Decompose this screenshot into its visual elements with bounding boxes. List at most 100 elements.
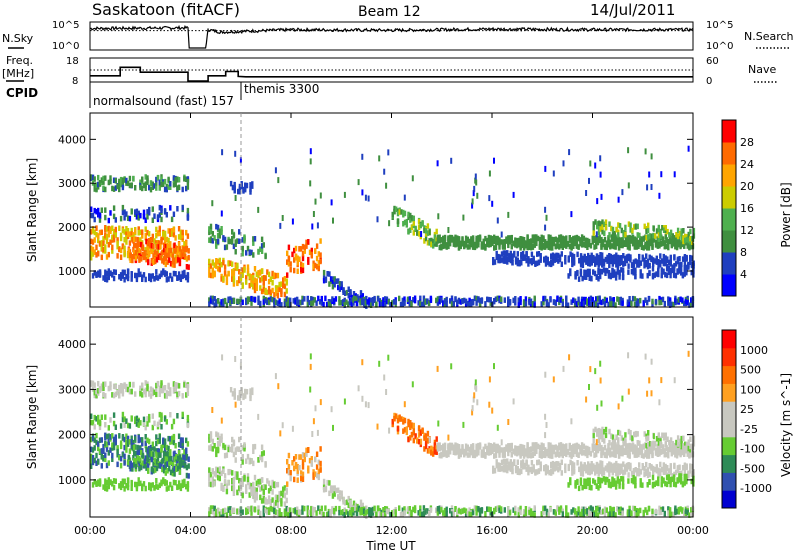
power-cell bbox=[547, 234, 550, 240]
power-cell bbox=[308, 299, 311, 306]
power-cell bbox=[185, 245, 189, 252]
velocity-cell bbox=[174, 443, 177, 449]
power-cell bbox=[673, 171, 676, 178]
power-cell bbox=[378, 155, 381, 162]
power-cell bbox=[220, 261, 223, 268]
velocity-cell bbox=[619, 450, 622, 457]
velocity-cell bbox=[308, 457, 312, 464]
power-cell bbox=[680, 228, 683, 234]
power-cell bbox=[225, 302, 229, 308]
power-cell bbox=[260, 268, 264, 274]
power-cell bbox=[468, 238, 471, 245]
power-cell bbox=[477, 296, 480, 302]
velocity-cell bbox=[250, 510, 253, 516]
velocity-cell bbox=[141, 392, 144, 398]
power-cell bbox=[283, 291, 287, 298]
velocity-cell bbox=[605, 450, 608, 456]
velocity-cell bbox=[612, 446, 615, 453]
velocity-cell bbox=[123, 486, 126, 492]
velocity-cell bbox=[211, 438, 214, 445]
power-cell bbox=[130, 231, 133, 237]
power-cell bbox=[643, 257, 646, 263]
velocity-cell bbox=[331, 506, 334, 512]
velocity-cell bbox=[596, 512, 600, 518]
velocity-cell bbox=[184, 454, 187, 461]
power-cell bbox=[692, 233, 696, 239]
velocity-cell bbox=[109, 479, 112, 485]
power-cell bbox=[489, 240, 492, 246]
velocity-cell bbox=[98, 437, 102, 443]
velocity-cell bbox=[552, 444, 556, 451]
power-cell bbox=[257, 270, 260, 276]
velocity-cell bbox=[209, 431, 213, 437]
power-cell bbox=[335, 278, 338, 284]
velocity-cell bbox=[220, 437, 223, 443]
power-cell bbox=[223, 244, 227, 251]
velocity-cell bbox=[616, 448, 619, 455]
power-cell bbox=[187, 248, 190, 254]
power-cell bbox=[167, 276, 170, 282]
power-cell bbox=[637, 298, 640, 305]
power-cell bbox=[252, 240, 255, 246]
velocity-cell bbox=[123, 416, 126, 422]
power-cell bbox=[616, 296, 619, 302]
power-cell bbox=[626, 236, 630, 242]
power-cell bbox=[287, 302, 290, 308]
power-cell bbox=[357, 295, 360, 302]
power-cell bbox=[449, 298, 452, 304]
power-cell bbox=[148, 273, 151, 279]
velocity-cell bbox=[320, 505, 323, 512]
velocity-cell bbox=[121, 411, 125, 418]
power-cell bbox=[627, 182, 630, 189]
velocity-cell bbox=[507, 447, 510, 453]
power-cell bbox=[215, 263, 218, 269]
velocity-cell bbox=[180, 462, 183, 468]
velocity-cell bbox=[225, 452, 229, 458]
power-cell bbox=[162, 234, 165, 241]
power-cell bbox=[144, 185, 147, 191]
power-cell bbox=[215, 299, 218, 305]
power-cell bbox=[104, 175, 107, 181]
velocity-cell bbox=[589, 505, 593, 511]
velocity-cell bbox=[249, 388, 252, 394]
power-cell bbox=[112, 205, 116, 211]
power-cell bbox=[184, 254, 187, 260]
power-cell bbox=[342, 289, 345, 295]
power-cell bbox=[222, 301, 225, 308]
velocity-cell bbox=[170, 435, 174, 442]
power-cell bbox=[568, 236, 571, 242]
velocity-cell bbox=[582, 510, 586, 517]
power-cell bbox=[301, 295, 304, 302]
power-cell bbox=[614, 302, 617, 308]
power-cell bbox=[301, 299, 304, 305]
velocity-cell bbox=[93, 445, 96, 451]
power-cell bbox=[579, 271, 583, 277]
power-cell bbox=[148, 251, 151, 257]
power-cell bbox=[540, 301, 543, 307]
velocity-cell bbox=[121, 478, 125, 484]
velocity-cell bbox=[609, 505, 612, 512]
velocity-cell bbox=[93, 479, 96, 485]
power-cell bbox=[232, 270, 236, 276]
power-cell bbox=[544, 295, 547, 302]
velocity-cell bbox=[138, 465, 141, 472]
velocity-cell bbox=[612, 443, 615, 449]
velocity-cell bbox=[600, 452, 603, 458]
power-cell bbox=[471, 299, 475, 306]
power-cell bbox=[299, 299, 302, 306]
power-cell bbox=[647, 237, 651, 243]
power-cell bbox=[169, 184, 172, 190]
power-cell bbox=[622, 261, 625, 267]
power-cell bbox=[586, 240, 589, 246]
velocity-cell bbox=[223, 473, 227, 479]
power-cell bbox=[293, 267, 296, 274]
velocity-cell bbox=[644, 507, 647, 513]
power-cell bbox=[552, 299, 556, 305]
power-cell bbox=[560, 261, 563, 267]
power-cell bbox=[102, 246, 105, 253]
velocity-cell bbox=[173, 471, 176, 477]
velocity-cell bbox=[257, 505, 260, 511]
velocity-cell bbox=[491, 443, 494, 450]
power-cell bbox=[486, 239, 489, 245]
velocity-cell bbox=[167, 390, 170, 397]
